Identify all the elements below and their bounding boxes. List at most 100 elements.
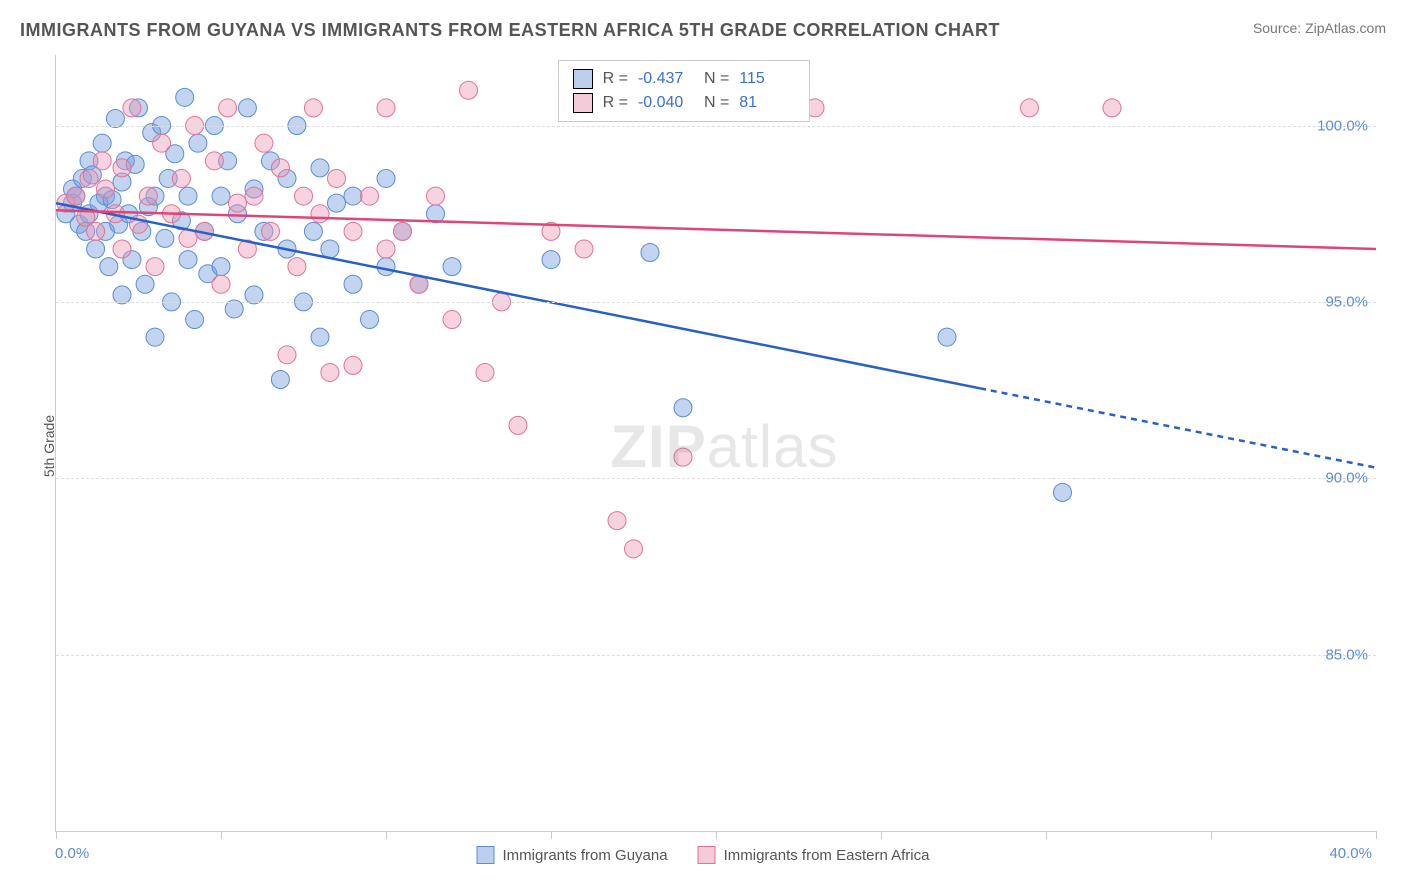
- stat-r-label: R =: [603, 70, 628, 88]
- data-point: [146, 328, 164, 346]
- data-point: [97, 180, 115, 198]
- x-tick: [881, 831, 882, 839]
- data-point: [344, 187, 362, 205]
- data-point: [186, 311, 204, 329]
- data-point: [93, 152, 111, 170]
- data-point: [176, 88, 194, 106]
- data-point: [212, 258, 230, 276]
- data-point: [67, 187, 85, 205]
- y-tick-label: 85.0%: [1325, 646, 1368, 663]
- data-point: [311, 205, 329, 223]
- x-tick: [1211, 831, 1212, 839]
- data-point: [87, 222, 105, 240]
- data-point: [443, 311, 461, 329]
- data-point: [146, 258, 164, 276]
- data-point: [179, 187, 197, 205]
- data-point: [113, 159, 131, 177]
- y-tick-label: 90.0%: [1325, 470, 1368, 487]
- swatch-blue-icon: [477, 846, 495, 864]
- data-point: [212, 187, 230, 205]
- data-point: [295, 187, 313, 205]
- data-point: [136, 275, 154, 293]
- data-point: [394, 222, 412, 240]
- data-point: [321, 363, 339, 381]
- stat-n-label: N =: [704, 94, 729, 112]
- legend-item-guyana: Immigrants from Guyana: [477, 846, 668, 864]
- x-tick: [1376, 831, 1377, 839]
- data-point: [625, 540, 643, 558]
- data-point: [153, 134, 171, 152]
- stats-row-eastern-africa: R = -0.040 N = 81: [573, 91, 796, 115]
- data-point: [476, 363, 494, 381]
- chart-title: IMMIGRANTS FROM GUYANA VS IMMIGRANTS FRO…: [20, 20, 1000, 41]
- data-point: [344, 275, 362, 293]
- trend-line-extrapolated: [980, 388, 1376, 467]
- gridline: [56, 302, 1376, 303]
- stat-n-value: 115: [739, 70, 795, 88]
- data-point: [938, 328, 956, 346]
- swatch-blue-icon: [573, 69, 593, 89]
- data-point: [219, 99, 237, 117]
- x-tick: [1046, 831, 1047, 839]
- chart-plot-area: R = -0.437 N = 115 R = -0.040 N = 81 ZIP…: [55, 55, 1376, 832]
- x-tick: [716, 831, 717, 839]
- data-point: [328, 194, 346, 212]
- x-tick: [221, 831, 222, 839]
- data-point: [674, 448, 692, 466]
- x-axis-max-label: 40.0%: [1329, 845, 1372, 862]
- data-point: [328, 169, 346, 187]
- data-point: [172, 169, 190, 187]
- data-point: [255, 134, 273, 152]
- legend-bottom: Immigrants from Guyana Immigrants from E…: [477, 846, 930, 864]
- data-point: [377, 169, 395, 187]
- data-point: [344, 356, 362, 374]
- data-point: [377, 99, 395, 117]
- x-tick: [386, 831, 387, 839]
- data-point: [245, 187, 263, 205]
- data-point: [262, 222, 280, 240]
- data-point: [87, 240, 105, 258]
- data-point: [304, 99, 322, 117]
- data-point: [278, 346, 296, 364]
- data-point: [271, 371, 289, 389]
- data-point: [641, 244, 659, 262]
- stat-n-label: N =: [704, 70, 729, 88]
- stats-row-guyana: R = -0.437 N = 115: [573, 67, 796, 91]
- trend-line: [56, 203, 980, 388]
- legend-label: Immigrants from Guyana: [503, 847, 668, 864]
- data-point: [311, 328, 329, 346]
- x-axis-min-label: 0.0%: [55, 845, 89, 862]
- data-point: [1021, 99, 1039, 117]
- data-point: [608, 512, 626, 530]
- data-point: [443, 258, 461, 276]
- data-point: [1103, 99, 1121, 117]
- data-point: [361, 187, 379, 205]
- data-point: [93, 134, 111, 152]
- data-point: [156, 229, 174, 247]
- x-tick: [56, 831, 57, 839]
- gridline: [56, 655, 1376, 656]
- data-point: [311, 159, 329, 177]
- scatter-plot-svg: [56, 55, 1376, 831]
- data-point: [80, 169, 98, 187]
- data-point: [113, 240, 131, 258]
- data-point: [377, 258, 395, 276]
- data-point: [460, 81, 478, 99]
- data-point: [189, 134, 207, 152]
- stat-r-label: R =: [603, 94, 628, 112]
- data-point: [427, 187, 445, 205]
- data-point: [575, 240, 593, 258]
- data-point: [100, 258, 118, 276]
- data-point: [212, 275, 230, 293]
- stat-r-value: -0.437: [638, 70, 694, 88]
- data-point: [238, 99, 256, 117]
- data-point: [271, 159, 289, 177]
- data-point: [377, 240, 395, 258]
- stat-n-value: 81: [739, 94, 795, 112]
- stat-r-value: -0.040: [638, 94, 694, 112]
- swatch-pink-icon: [698, 846, 716, 864]
- data-point: [1054, 483, 1072, 501]
- y-tick-label: 100.0%: [1317, 117, 1368, 134]
- data-point: [304, 222, 322, 240]
- data-point: [205, 152, 223, 170]
